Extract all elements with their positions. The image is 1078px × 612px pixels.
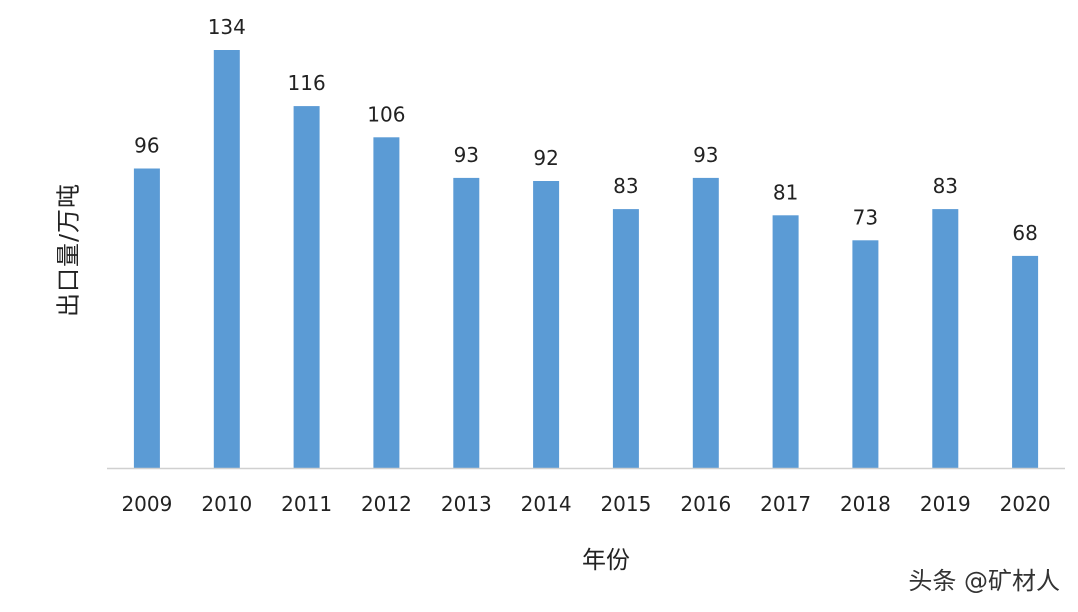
bar-2017 bbox=[772, 215, 799, 468]
bar-2010 bbox=[213, 50, 240, 468]
x-tick-labels-group: 2009 2010 2011 2012 2013 2014 2015 2016 2017 2018… bbox=[121, 492, 1050, 516]
data-label-2019: 83 bbox=[933, 174, 958, 198]
x-axis-label: 年份 bbox=[582, 546, 630, 574]
data-label-2018: 73 bbox=[853, 205, 878, 229]
data-label-2015: 83 bbox=[613, 174, 638, 198]
bar-2019 bbox=[932, 209, 959, 468]
x-tick-label-2013: 2013 bbox=[441, 492, 492, 516]
data-label-2014: 92 bbox=[533, 146, 558, 170]
data-label-2012: 106 bbox=[367, 102, 405, 126]
data-label-2017: 81 bbox=[773, 180, 798, 204]
x-tick-label-2014: 2014 bbox=[521, 492, 572, 516]
bar-2016 bbox=[692, 177, 719, 468]
watermark-text: 头条 @矿材人 bbox=[908, 567, 1060, 595]
x-tick-label-2018: 2018 bbox=[840, 492, 891, 516]
x-tick-label-2015: 2015 bbox=[600, 492, 651, 516]
bar-2015 bbox=[612, 209, 639, 468]
x-tick-label-2020: 2020 bbox=[1000, 492, 1051, 516]
bar-2020 bbox=[1012, 255, 1039, 468]
bar-2011 bbox=[293, 106, 320, 468]
x-tick-label-2012: 2012 bbox=[361, 492, 412, 516]
data-label-2016: 93 bbox=[693, 143, 718, 167]
bar-2012 bbox=[373, 137, 400, 469]
bar-2009 bbox=[133, 168, 160, 468]
y-axis-label: 出口量/万吨 bbox=[54, 182, 83, 318]
x-tick-label-2011: 2011 bbox=[281, 492, 332, 516]
data-label-2009: 96 bbox=[134, 134, 159, 158]
x-tick-label-2010: 2010 bbox=[201, 492, 252, 516]
x-tick-label-2019: 2019 bbox=[920, 492, 971, 516]
data-label-2020: 68 bbox=[1012, 221, 1037, 245]
bar-2018 bbox=[852, 240, 879, 468]
data-labels-group: 96 134 116 106 93 92 83 93 81 73 83 68 bbox=[134, 15, 1038, 245]
bar-2014 bbox=[533, 181, 560, 468]
x-tick-label-2009: 2009 bbox=[121, 492, 172, 516]
data-label-2010: 134 bbox=[208, 15, 246, 39]
bars-group bbox=[133, 50, 1039, 469]
data-label-2011: 116 bbox=[288, 71, 326, 95]
x-tick-label-2016: 2016 bbox=[680, 492, 731, 516]
bar-2013 bbox=[453, 177, 480, 468]
x-tick-label-2017: 2017 bbox=[760, 492, 811, 516]
data-label-2013: 93 bbox=[454, 143, 479, 167]
